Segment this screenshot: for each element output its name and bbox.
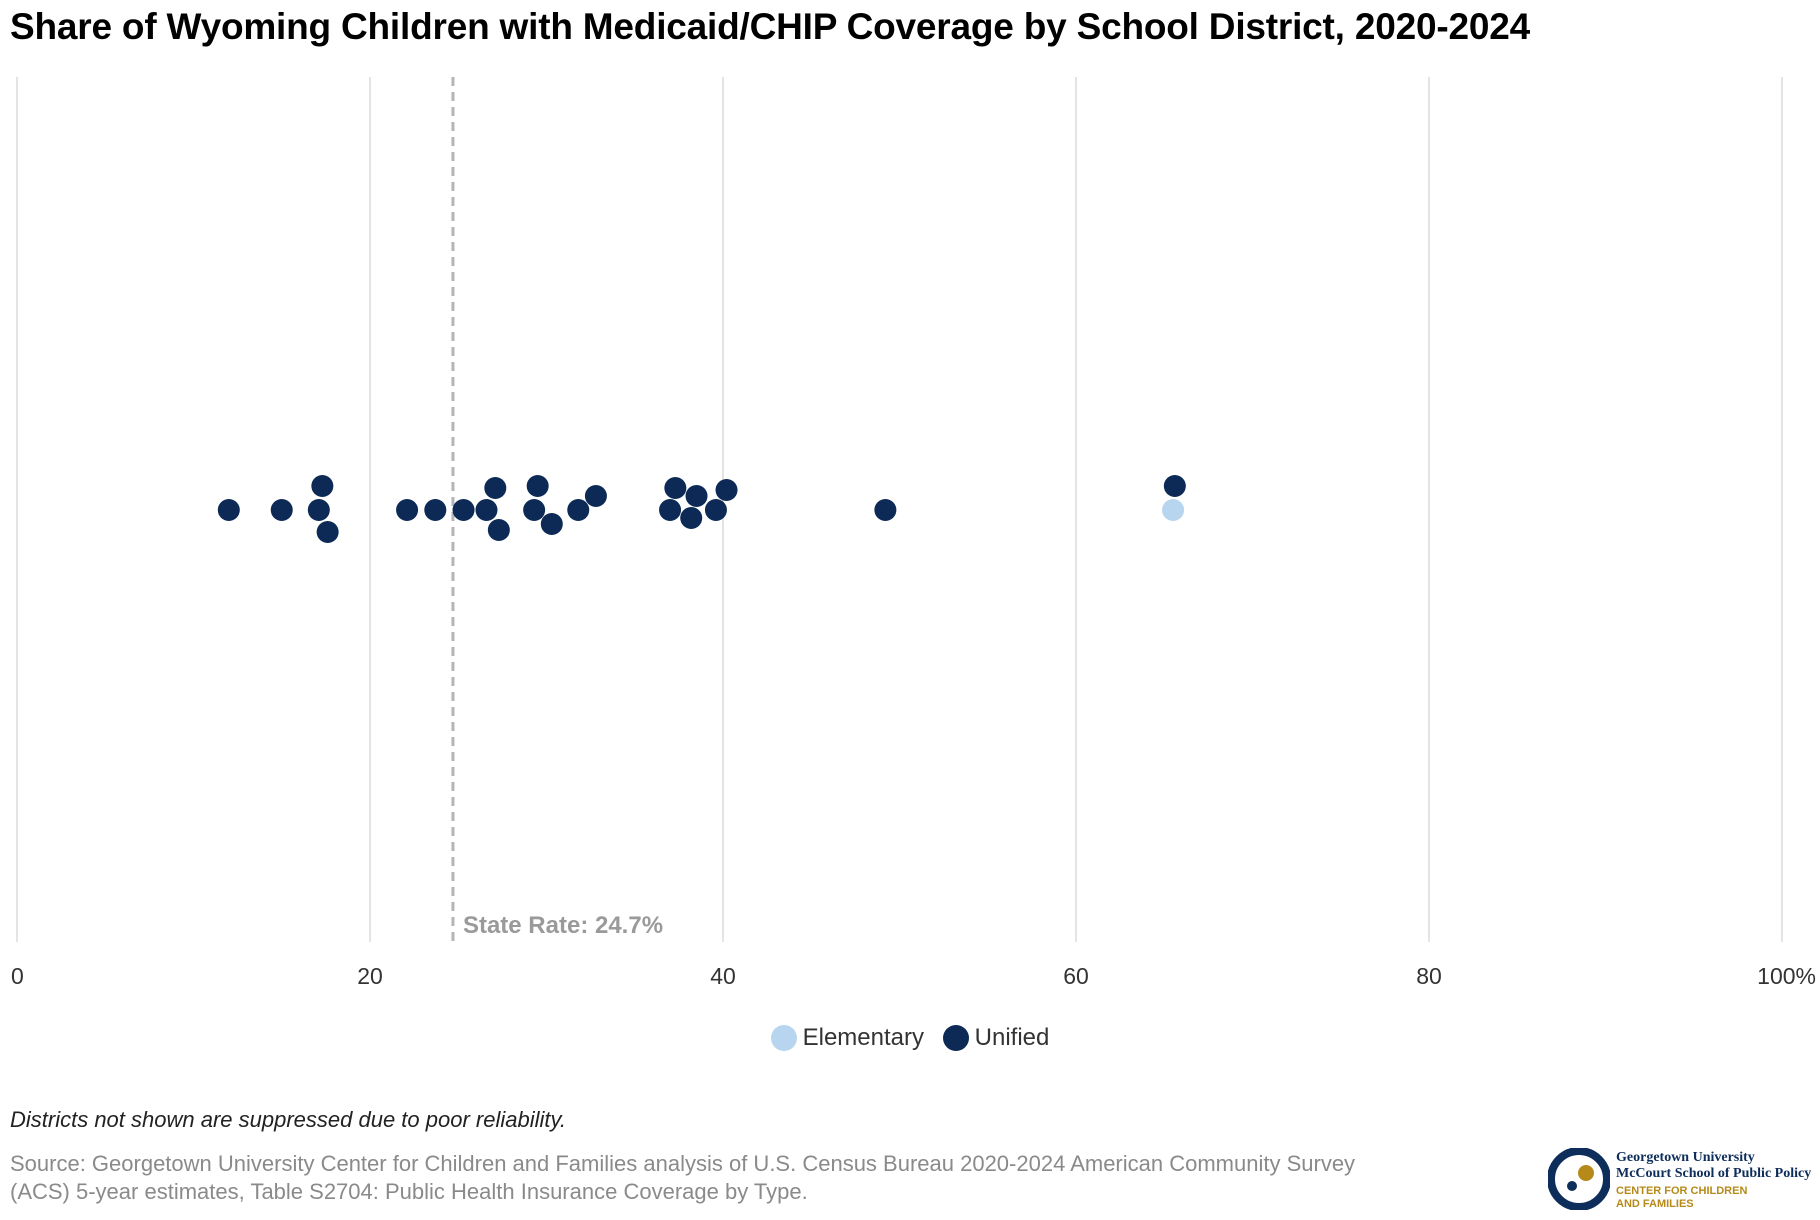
- data-point-unified-18: [680, 507, 703, 529]
- data-point-unified-11: [523, 499, 546, 521]
- data-point-unified-19: [685, 485, 708, 507]
- data-point-unified-5: [396, 499, 419, 521]
- data-point-unified-24: [1163, 475, 1186, 497]
- source-line-2: (ACS) 5-year estimates, Table S2704: Pub…: [10, 1179, 808, 1204]
- data-point-unified-4: [316, 521, 339, 543]
- data-point-unified-0: [217, 499, 240, 521]
- logo-mark-icon: [1548, 1148, 1610, 1210]
- data-point-unified-20: [704, 499, 727, 521]
- x-tick-label-20: 20: [357, 963, 383, 989]
- beeswarm-chart: State Rate: 24.7% 0 20 40 60 80 100%: [11, 77, 1816, 989]
- data-point-unified-21: [715, 479, 738, 501]
- legend: Elementary Unified: [0, 1024, 1820, 1058]
- data-points: [217, 475, 1186, 543]
- chart-title: Share of Wyoming Children with Medicaid/…: [10, 6, 1530, 47]
- data-point-unified-8: [475, 499, 498, 521]
- legend-label-unified: Unified: [974, 1024, 1050, 1051]
- data-point-unified-1: [270, 499, 293, 521]
- source-line-1: Source: Georgetown University Center for…: [10, 1151, 1356, 1176]
- legend-swatch-unified: [942, 1025, 969, 1051]
- logo-line-4: AND FAMILIES: [1616, 1198, 1694, 1210]
- data-point-unified-17: [664, 477, 687, 499]
- data-point-unified-7: [452, 499, 475, 521]
- data-point-unified-14: [567, 499, 590, 521]
- georgetown-logo: Georgetown University McCourt School of …: [1548, 1148, 1813, 1212]
- data-point-unified-3: [311, 475, 334, 497]
- data-point-unified-6: [424, 499, 447, 521]
- data-point-unified-12: [526, 475, 549, 497]
- legend-item-unified: Unified: [942, 1024, 1050, 1052]
- legend-label-elementary: Elementary: [802, 1024, 924, 1051]
- data-point-unified-10: [487, 519, 510, 541]
- logo-line-2: McCourt School of Public Policy: [1616, 1166, 1812, 1181]
- data-point-unified-9: [484, 477, 507, 499]
- x-tick-label-100: 100%: [1757, 963, 1816, 989]
- x-tick-label-60: 60: [1063, 963, 1089, 989]
- data-point-unified-16: [659, 499, 682, 521]
- legend-swatch-elementary: [770, 1025, 797, 1051]
- legend-item-elementary: Elementary: [770, 1024, 924, 1052]
- x-axis-ticks: 0 20 40 60 80 100%: [11, 963, 1816, 989]
- x-tick-label-80: 80: [1416, 963, 1442, 989]
- x-tick-label-40: 40: [710, 963, 736, 989]
- source-text: Source: Georgetown University Center for…: [10, 1150, 1500, 1206]
- logo-line-3: CENTER FOR CHILDREN: [1616, 1185, 1748, 1197]
- data-point-unified-13: [540, 513, 563, 535]
- data-point-unified-2: [307, 499, 330, 521]
- state-rate-reference: State Rate: 24.7%: [451, 77, 663, 942]
- state-rate-label: State Rate: 24.7%: [463, 912, 663, 939]
- suppression-note: Districts not shown are suppressed due t…: [10, 1107, 566, 1132]
- data-point-unified-22: [874, 499, 897, 521]
- data-point-unified-15: [584, 485, 607, 507]
- x-tick-label-0: 0: [11, 963, 24, 989]
- data-point-elementary-23: [1162, 499, 1185, 521]
- logo-line-1: Georgetown University: [1616, 1150, 1755, 1165]
